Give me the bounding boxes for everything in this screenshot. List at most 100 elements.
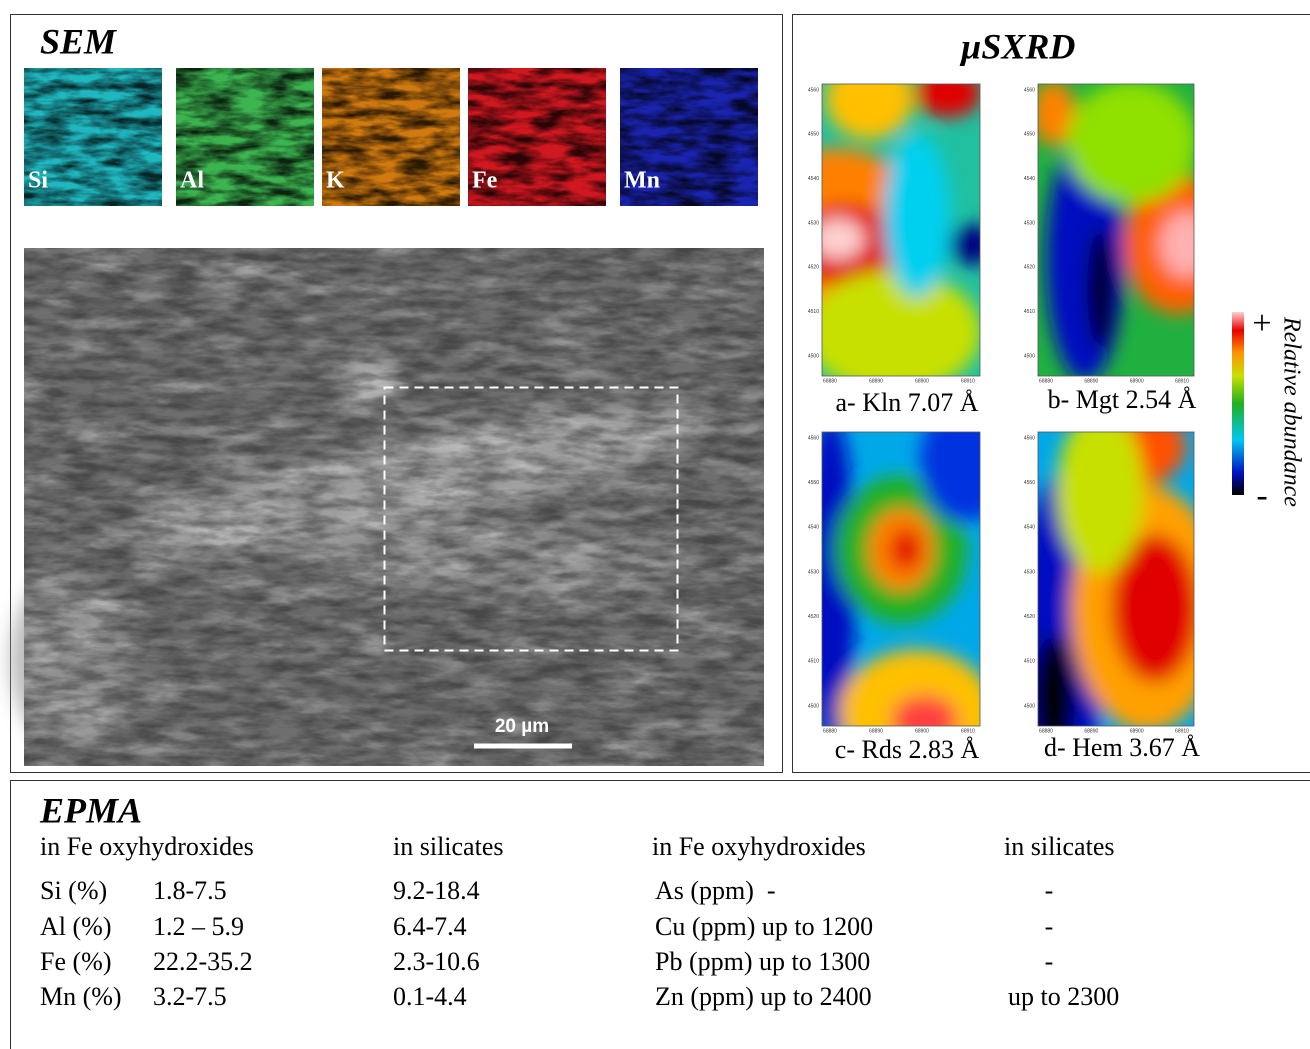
blob xyxy=(1160,212,1212,277)
panel-caption: c- Rds 2.83 Å xyxy=(835,735,980,764)
table-cell: Fe (%) xyxy=(40,947,111,976)
y-tick-label: 4510 xyxy=(1024,309,1035,315)
y-tick-label: 4560 xyxy=(1024,87,1035,93)
table-cell: 1.2 – 5.9 xyxy=(153,912,244,941)
x-tick-label: 68890 xyxy=(1084,378,1098,384)
table-cell: up to 2300 xyxy=(1008,982,1119,1011)
blob xyxy=(950,224,994,265)
y-tick-label: 4520 xyxy=(808,614,819,620)
x-tick-label: 68910 xyxy=(961,728,975,734)
blob xyxy=(805,271,982,394)
blob xyxy=(811,218,864,259)
contour-map: 4560455045404530452045104500688806889068… xyxy=(749,58,994,417)
table-cell: As (ppm) - xyxy=(655,876,776,905)
x-tick-label: 68900 xyxy=(915,378,929,384)
epma-table: in Fe oxyhydroxides in silicates in Fe oxy… xyxy=(40,832,1119,1011)
table-header: in Fe oxyhydroxides xyxy=(652,832,866,861)
blob xyxy=(825,58,913,140)
element-label: Si xyxy=(28,168,48,194)
table-cell: 6.4-7.4 xyxy=(393,912,467,941)
y-tick-label: 4500 xyxy=(808,703,819,709)
element-map: Si xyxy=(24,68,162,206)
table-header: in Fe oxyhydroxides xyxy=(40,832,254,861)
y-tick-label: 4510 xyxy=(1024,659,1035,665)
element-map: Fe xyxy=(468,68,606,206)
element-label: Al xyxy=(180,168,204,194)
table-cell: Si (%) xyxy=(40,876,107,905)
table-cell: Zn (ppm) up to 2400 xyxy=(655,982,872,1011)
blob xyxy=(1066,81,1197,204)
y-tick-label: 4560 xyxy=(1024,435,1035,441)
x-tick-label: 68880 xyxy=(1039,378,1053,384)
y-tick-label: 4560 xyxy=(808,87,819,93)
table-cell: - xyxy=(1045,947,1054,976)
y-tick-label: 4550 xyxy=(808,480,819,486)
x-tick-label: 68880 xyxy=(823,378,837,384)
y-tick-label: 4540 xyxy=(808,176,819,182)
y-tick-label: 4530 xyxy=(1024,569,1035,575)
y-tick-label: 4540 xyxy=(808,525,819,531)
y-tick-label: 4560 xyxy=(808,435,819,441)
sem-image: 20 µm xyxy=(10,248,764,766)
contour-maps: 4560 4550 4540 4530 4520 4510 4500 68880 68890 68… xyxy=(749,58,1233,803)
element-label: K xyxy=(326,168,345,194)
table-cell: Cu (ppm) up to 1200 xyxy=(655,912,873,941)
epma-title: EPMA xyxy=(39,790,142,830)
blob xyxy=(1087,227,1113,350)
panel-caption: a- Kln 7.07 Å xyxy=(836,388,979,417)
y-tick-label: 4540 xyxy=(1024,525,1035,531)
x-tick-label: 68890 xyxy=(869,378,883,384)
table-cell: 3.2-7.5 xyxy=(153,982,227,1011)
y-tick-label: 4530 xyxy=(808,220,819,226)
scale-bar-label: 20 µm xyxy=(495,716,549,737)
element-map: Al xyxy=(176,68,314,206)
y-tick-label: 4500 xyxy=(808,353,819,359)
element-maps: SiAlKFeMn xyxy=(24,68,758,206)
x-tick-label: 68880 xyxy=(823,728,837,734)
table-cell: 9.2-18.4 xyxy=(393,876,480,905)
y-tick-label: 4540 xyxy=(1024,176,1035,182)
panel-caption: b- Mgt 2.54 Å xyxy=(1048,385,1197,414)
table-cell: 22.2-35.2 xyxy=(153,947,253,976)
colorbar-max: + xyxy=(1252,305,1271,342)
colorbar-min: - xyxy=(1256,477,1267,514)
blob xyxy=(915,68,981,117)
figure: SEM SiAlKFeMn 20 µm µSXRD 45604550454045… xyxy=(0,0,1310,1049)
y-tick-label: 4550 xyxy=(1024,480,1035,486)
y-tick-label: 4510 xyxy=(808,309,819,315)
y-tick-label: 4500 xyxy=(1024,353,1035,359)
blob xyxy=(884,134,950,298)
x-tick-label: 68890 xyxy=(869,728,883,734)
blob xyxy=(920,400,1008,523)
y-tick-label: 4500 xyxy=(1024,703,1035,709)
map-fill xyxy=(749,58,994,394)
map-fill xyxy=(803,400,1008,773)
element-label: Fe xyxy=(472,168,498,194)
usxrd-title: µSXRD xyxy=(960,26,1076,66)
table-cell: Mn (%) xyxy=(40,982,122,1011)
y-tick-label: 4510 xyxy=(808,659,819,665)
colorbar: + - Relative abundance xyxy=(1232,305,1305,514)
table-cell: 1.8-7.5 xyxy=(153,876,227,905)
colorbar-label: Relative abundance xyxy=(1278,316,1304,507)
table-cell: - xyxy=(1045,912,1054,941)
table-cell: Al (%) xyxy=(40,912,111,941)
x-tick-label: 68900 xyxy=(915,728,929,734)
x-tick-label: 68910 xyxy=(1175,378,1189,384)
blob xyxy=(890,529,921,570)
y-tick-label: 4520 xyxy=(808,265,819,271)
y-tick-label: 4520 xyxy=(1024,614,1035,620)
panel-caption: d- Hem 3.67 Å xyxy=(1044,733,1200,762)
table-header: in silicates xyxy=(1004,832,1114,861)
table-cell: Pb (ppm) up to 1300 xyxy=(655,947,870,976)
table-cell: - xyxy=(1045,876,1054,905)
table-cell: 2.3-10.6 xyxy=(393,947,480,976)
y-tick-label: 4520 xyxy=(1024,265,1035,271)
element-map: K xyxy=(322,68,460,206)
y-tick-label: 4550 xyxy=(1024,132,1035,138)
blob xyxy=(1057,408,1144,573)
table-header: in silicates xyxy=(393,832,503,861)
